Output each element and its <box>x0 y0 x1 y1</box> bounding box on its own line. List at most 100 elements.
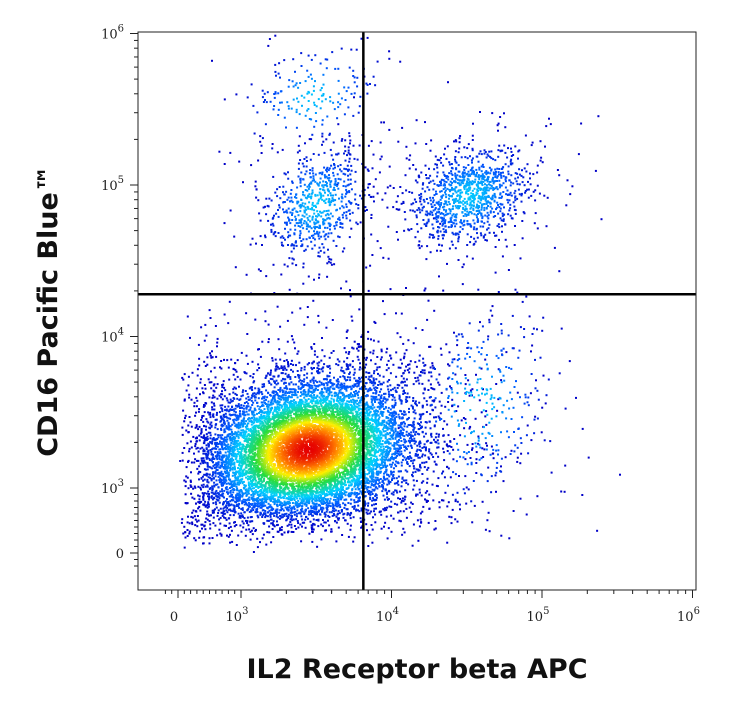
event-point <box>306 363 309 366</box>
event-point <box>515 380 517 383</box>
event-point <box>367 502 370 505</box>
event-point <box>514 444 517 447</box>
event-point <box>290 335 293 338</box>
event-point <box>264 516 267 519</box>
event-point <box>341 509 343 511</box>
event-point <box>396 431 399 434</box>
event-point <box>222 475 225 478</box>
event-point <box>229 533 231 536</box>
event-point <box>204 521 207 524</box>
event-point <box>479 225 482 228</box>
event-point <box>376 387 379 389</box>
event-point <box>357 111 360 114</box>
event-point <box>421 453 424 456</box>
event-point <box>229 151 232 154</box>
event-point <box>423 223 426 226</box>
event-point <box>212 414 215 417</box>
event-point <box>379 358 382 361</box>
event-point <box>276 523 279 526</box>
event-point <box>228 517 231 520</box>
event-point <box>194 458 197 461</box>
event-point <box>504 238 507 241</box>
event-point <box>239 524 242 527</box>
event-point <box>211 406 214 409</box>
event-point <box>467 223 470 226</box>
event-point <box>577 153 580 156</box>
event-point <box>219 450 222 453</box>
event-point <box>279 514 282 517</box>
event-point <box>198 478 200 481</box>
event-point <box>198 465 201 468</box>
event-point <box>408 167 411 170</box>
event-point <box>504 126 507 129</box>
event-point <box>267 323 270 326</box>
event-point <box>461 172 464 175</box>
event-point <box>255 510 258 513</box>
event-point <box>438 416 441 419</box>
event-point <box>464 418 467 421</box>
event-point <box>191 523 194 526</box>
event-point <box>376 479 379 481</box>
event-point <box>467 379 470 382</box>
event-point <box>238 491 241 494</box>
event-point <box>480 220 483 223</box>
event-point <box>288 504 291 507</box>
event-point <box>478 166 481 169</box>
event-point <box>290 516 293 519</box>
event-point <box>454 174 457 177</box>
event-point <box>391 388 394 391</box>
event-point <box>302 238 305 241</box>
event-point <box>418 418 421 421</box>
event-point <box>372 396 375 398</box>
event-point <box>419 518 422 521</box>
event-point <box>286 340 289 343</box>
event-point <box>326 378 328 381</box>
event-point <box>509 391 512 394</box>
event-point <box>434 520 437 522</box>
event-point <box>230 428 233 431</box>
event-point <box>295 218 297 221</box>
event-point <box>511 314 514 317</box>
event-point <box>218 474 221 477</box>
event-point <box>580 122 583 125</box>
event-point <box>407 363 409 366</box>
event-point <box>296 151 299 154</box>
event-point <box>211 440 214 443</box>
event-point <box>313 232 316 235</box>
event-point <box>286 524 289 527</box>
event-point <box>376 366 379 369</box>
event-point <box>479 150 482 153</box>
event-point <box>514 212 517 215</box>
event-point <box>289 518 292 521</box>
event-point <box>405 448 408 451</box>
event-point <box>331 502 334 505</box>
event-point <box>356 85 359 88</box>
event-point <box>464 156 467 159</box>
event-point <box>542 374 545 377</box>
event-point <box>371 399 374 402</box>
event-point <box>202 460 205 463</box>
event-point <box>318 509 320 512</box>
event-point <box>454 158 456 161</box>
event-point <box>194 518 197 521</box>
event-point <box>238 413 241 416</box>
event-point <box>439 418 441 421</box>
event-point <box>215 498 218 501</box>
event-point <box>339 386 342 389</box>
event-point <box>321 119 324 122</box>
event-point <box>268 509 271 512</box>
event-point <box>494 168 497 171</box>
event-point <box>442 179 445 182</box>
event-point <box>215 443 218 446</box>
event-point <box>412 383 415 386</box>
event-point <box>257 199 260 202</box>
event-point <box>450 446 453 448</box>
event-point <box>274 381 276 384</box>
event-point <box>235 499 238 502</box>
event-point <box>220 419 223 422</box>
event-point <box>408 158 411 161</box>
event-point <box>318 380 321 383</box>
event-point <box>341 534 344 536</box>
event-point <box>441 499 443 502</box>
event-point <box>541 329 544 332</box>
